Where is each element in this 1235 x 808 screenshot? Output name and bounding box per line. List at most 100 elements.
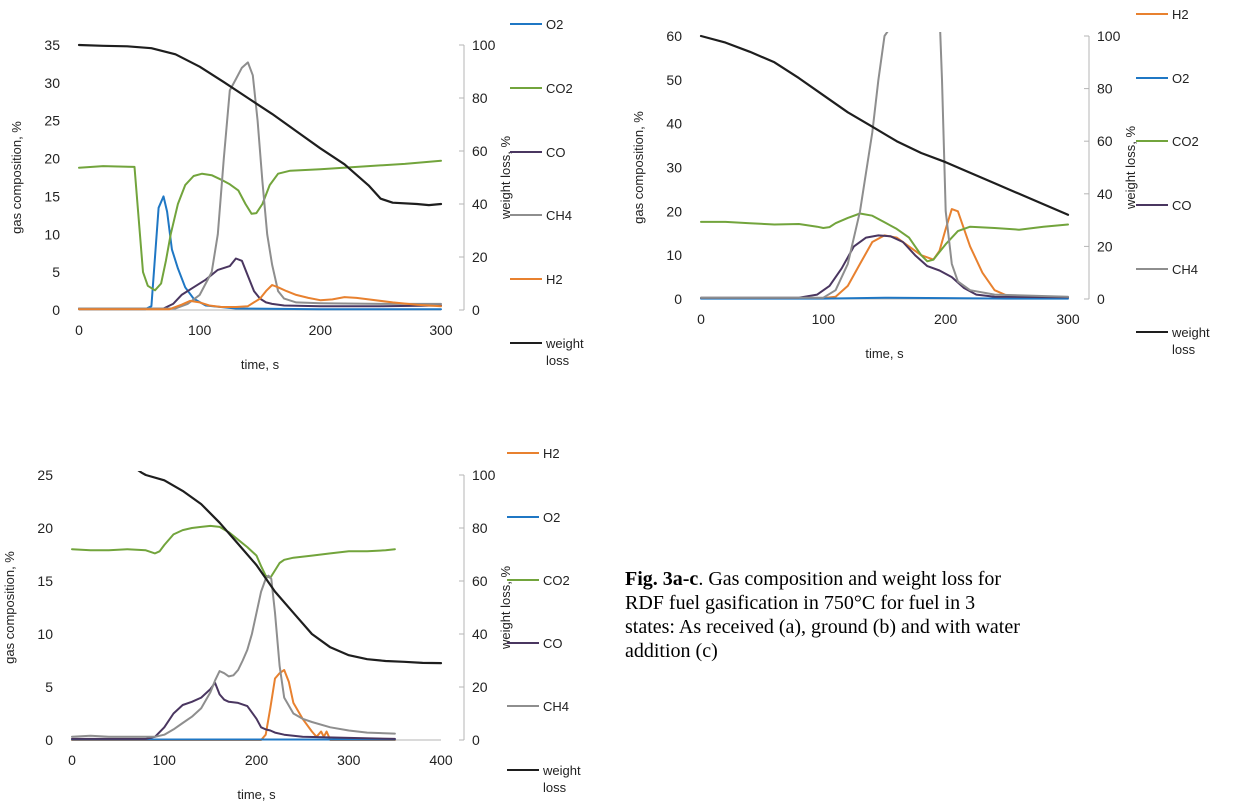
y-tick-label: 25 [37,467,53,483]
x-tick-label: 0 [68,752,76,768]
x-axis-label: time, s [865,346,904,361]
y-tick-label: 15 [44,188,60,204]
legend-label-co: CO [1172,198,1192,213]
x-tick-label: 0 [75,322,83,338]
legend-label-weight-loss-line2: loss [543,780,567,795]
x-tick-label: 0 [697,311,705,327]
x-tick-label: 200 [934,311,958,327]
y2-tick-label: 100 [472,37,496,53]
y2-tick-label: 80 [472,90,488,106]
x-tick-label: 100 [812,311,836,327]
chart-1: 0 10 20 30 40 50 60 0 20 40 60 80 100 0 100 200 300 time,… [631,7,1210,361]
y2-axis-label: weight loss, % [1123,126,1138,211]
series-line-co2 [78,159,442,292]
x-tick-label: 200 [245,752,269,768]
legend-label-h2: H2 [546,272,563,287]
series-line-h2 [71,669,396,741]
y-tick-label: 10 [666,247,682,263]
legend-label-ch4: CH4 [1172,262,1198,277]
y2-tick-label: 0 [472,732,480,748]
legend-label-co: CO [543,636,563,651]
legend-label-o2: O2 [1172,71,1189,86]
y2-tick-label: 0 [1097,291,1105,307]
y-tick-label: 5 [52,264,60,280]
y-tick-label: 50 [666,72,682,88]
y2-tick-label: 60 [1097,133,1113,149]
y-tick-label: 30 [666,160,682,176]
y-tick-label: 0 [52,302,60,318]
figure-caption: Fig. 3a-c. Gas composition and weight lo… [625,567,1025,663]
series-line-weight-loss [699,34,1070,216]
y2-tick-label: 60 [472,143,488,159]
y-tick-label: 0 [674,291,682,307]
x-tick-label: 300 [429,322,453,338]
y-tick-label: 15 [37,573,53,589]
caption-label: Fig. 3a-c [625,568,699,590]
y-axis-label: gas composition, % [2,551,17,664]
y-tick-label: 0 [45,732,53,748]
x-axis-label: time, s [237,787,276,802]
series-line-o2 [78,195,442,311]
y2-tick-label: 100 [1097,28,1121,44]
legend-label-weight-loss: weight [1171,325,1210,340]
series-line-weight-loss [77,43,443,207]
legend-label-co2: CO2 [1172,134,1199,149]
y-tick-label: 25 [44,113,60,129]
legend-label-weight-loss-line2: loss [1172,342,1196,357]
y-tick-label: 5 [45,679,53,695]
y-axis-label: gas composition, % [9,121,24,234]
y2-axis-label: weight loss, % [498,566,513,651]
x-tick-label: 100 [188,322,212,338]
chart-2: 0 5 10 15 20 25 0 20 40 60 80 100 0 100 200 300 400 time,… [2,446,581,802]
y-tick-label: 30 [44,75,60,91]
series-line-co2 [71,524,396,579]
legend-label-weight-loss-line2: loss [546,353,570,368]
y-tick-label: 20 [37,520,53,536]
legend-label-weight-loss: weight [542,763,581,778]
y2-tick-label: 0 [472,302,480,318]
legend-label-h2: H2 [543,446,560,461]
y-axis-label: gas composition, % [631,111,646,224]
series-line-co [700,234,1069,299]
y-tick-label: 60 [666,28,682,44]
legend-label-ch4: CH4 [543,699,569,714]
series-line-co2 [700,212,1069,263]
y2-tick-label: 80 [1097,81,1113,97]
y2-tick-label: 20 [472,249,488,265]
series-line-h2 [78,284,442,311]
x-axis-label: time, s [241,357,280,372]
y-tick-label: 10 [44,226,60,242]
series-line-ch4 [700,32,1069,299]
legend-label-weight-loss: weight [545,336,584,351]
x-tick-label: 100 [153,752,177,768]
y-tick-label: 20 [666,203,682,219]
y2-tick-label: 20 [1097,238,1113,254]
series-line-ch4 [71,574,396,738]
legend-label-ch4: CH4 [546,208,572,223]
x-tick-label: 300 [1056,311,1080,327]
y2-tick-label: 40 [472,196,488,212]
series-line-co [78,257,442,310]
series-line-weight-loss [137,471,443,665]
legend-label-co2: CO2 [546,81,573,96]
legend-label-co2: CO2 [543,573,570,588]
y-tick-label: 10 [37,626,53,642]
y-tick-label: 35 [44,37,60,53]
series-line-co [71,681,396,740]
y-tick-label: 20 [44,151,60,167]
y2-tick-label: 100 [472,467,496,483]
series-line-ch4 [78,61,442,310]
x-tick-label: 200 [309,322,333,338]
x-tick-label: 300 [337,752,361,768]
y2-tick-label: 80 [472,520,488,536]
caption-text: . Gas composition and weight loss for RD… [625,568,1020,662]
y2-tick-label: 40 [1097,186,1113,202]
chart-0: 0 5 10 15 20 25 30 35 0 20 40 60 80 100 0 100 200 300 time… [9,17,584,372]
legend-label-co: CO [546,145,566,160]
legend-label-o2: O2 [543,510,560,525]
y2-tick-label: 20 [472,679,488,695]
x-tick-label: 400 [429,752,453,768]
y2-axis-label: weight loss, % [498,136,513,221]
y-tick-label: 40 [666,116,682,132]
